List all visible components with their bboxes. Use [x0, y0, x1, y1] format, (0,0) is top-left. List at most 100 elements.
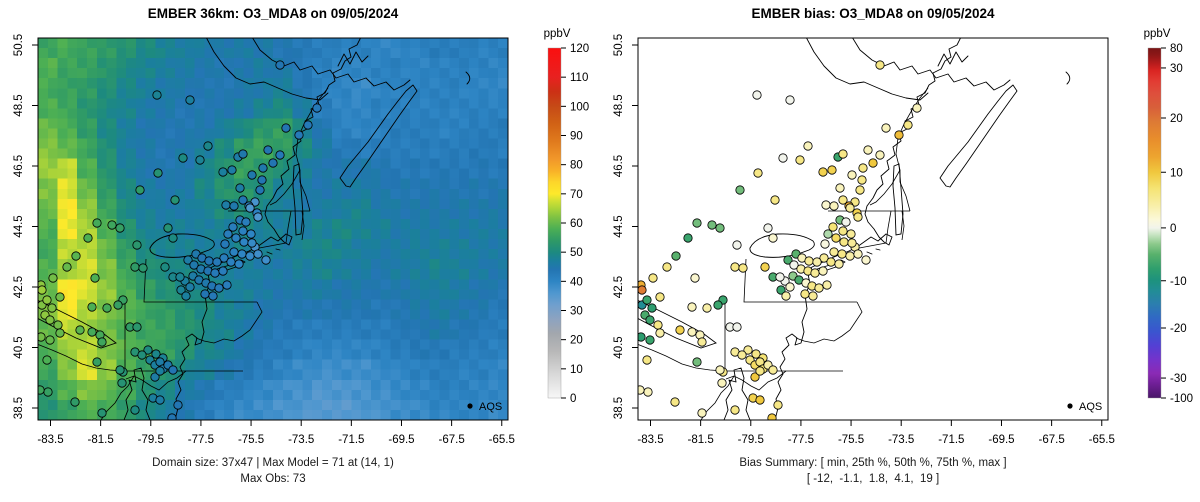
station-marker: [229, 247, 239, 257]
station-marker: [263, 145, 273, 155]
station-marker: [687, 302, 697, 312]
station-marker: [861, 255, 871, 265]
colorbar-tick-label: 40: [570, 276, 583, 288]
station-marker: [185, 282, 195, 292]
station-marker: [90, 273, 100, 283]
bias-colorbar-units-label: ppbV: [1143, 28, 1171, 40]
station-marker: [837, 249, 847, 259]
station-marker: [645, 335, 655, 345]
station-marker: [97, 408, 107, 418]
station-marker: [221, 200, 231, 210]
station-marker: [768, 233, 778, 243]
station-marker: [138, 263, 148, 273]
colorbar-tick-label: 20: [1170, 113, 1183, 125]
station-marker: [822, 280, 832, 290]
y-axis-tick-label: 48.5: [13, 94, 25, 116]
y-axis-tick-label: 44.5: [613, 215, 625, 237]
station-marker: [845, 251, 855, 261]
station-marker: [189, 260, 199, 270]
bias-panel-title: EMBER bias: O3_MDA8 on 09/05/2024: [751, 6, 995, 21]
station-marker: [150, 372, 160, 382]
lake-outline-path: [749, 233, 815, 258]
model-map-panel: AQS -83.5 -81.5 -79.5 -77.5 -75.5 -73.5 -71.5 -6…: [13, 34, 589, 446]
station-marker: [653, 320, 663, 330]
x-axis-tick-label: -71.5: [938, 434, 964, 446]
model-plot-area: AQS: [38, 38, 508, 420]
aqs-legend-label: AQS: [479, 401, 502, 413]
x-axis-tick-label: -77.5: [788, 434, 814, 446]
station-marker: [767, 413, 777, 420]
station-marker: [702, 303, 712, 313]
station-marker: [312, 103, 322, 113]
station-marker: [697, 337, 707, 347]
x-axis-tick-label: -83.5: [637, 434, 663, 446]
coastline-path: [123, 367, 151, 420]
station-marker: [810, 268, 820, 278]
station-marker: [841, 217, 851, 227]
y-axis-tick-label: 50.5: [13, 34, 25, 56]
station-marker: [735, 185, 745, 195]
station-marker: [107, 220, 117, 230]
state-border-path: [301, 210, 305, 241]
x-axis-tick-label: -77.5: [188, 434, 214, 446]
station-marker: [785, 95, 795, 105]
y-axis-tick-label: 38.5: [13, 397, 25, 419]
state-border-path: [285, 210, 292, 244]
station-marker: [875, 60, 885, 70]
colorbar-ticks: 0 10 20 30 40 50 60 70 80 90 100 110 120: [561, 43, 589, 405]
station-marker: [781, 291, 791, 301]
station-marker: [820, 239, 830, 249]
station-marker: [92, 218, 102, 228]
station-marker: [223, 229, 233, 239]
station-marker: [812, 257, 822, 267]
station-marker: [75, 325, 85, 335]
station-marker: [155, 366, 165, 376]
station-marker: [212, 257, 222, 267]
station-marker: [839, 237, 849, 247]
station-marker: [692, 357, 702, 367]
station-marker: [737, 350, 747, 360]
station-marker: [203, 141, 213, 151]
state-border-path: [269, 169, 301, 206]
station-marker: [38, 385, 45, 395]
state-border-path: [125, 370, 187, 391]
station-marker: [835, 183, 845, 193]
station-marker: [268, 158, 278, 168]
coastline-path: [937, 51, 969, 67]
station-marker: [234, 259, 244, 269]
station-marker: [83, 233, 93, 243]
station-marker: [642, 355, 652, 365]
station-marker: [47, 303, 57, 313]
station-marker: [828, 222, 838, 232]
x-axis-tick-label: -65.5: [1089, 434, 1115, 446]
colorbar-tick-label: 60: [570, 218, 583, 230]
station-marker: [760, 262, 770, 272]
station-marker: [670, 397, 680, 407]
station-marker: [253, 249, 263, 259]
coastline-path: [1065, 71, 1071, 85]
station-marker: [245, 203, 255, 213]
station-marker: [247, 238, 257, 248]
station-marker: [853, 249, 863, 259]
station-marker: [857, 175, 867, 185]
bias-map-panel: AQS -83.5 -81.5 -79.5 -77.5 -75.5 -73.5 -71.5 -6…: [613, 34, 1193, 446]
x-axis-tick-label: -79.5: [738, 434, 764, 446]
station-marker: [238, 226, 248, 236]
colorbar-tick-label: -10: [1170, 276, 1187, 288]
colorbar-tick-label: 70: [570, 189, 583, 201]
station-marker: [763, 223, 773, 233]
model-subtitle-maxobs: Max Obs: 73: [240, 473, 306, 485]
station-marker: [294, 130, 304, 140]
x-axis-tick-label: -67.5: [439, 434, 465, 446]
station-marker: [115, 365, 125, 375]
bias-plot-area: AQS: [638, 38, 1102, 420]
x-axis-tick-label: -71.5: [338, 434, 364, 446]
station-marker: [655, 328, 665, 338]
station-marker: [219, 253, 229, 263]
y-axis-tick-label: 48.5: [613, 94, 625, 116]
x-axis-tick-label: -73.5: [888, 434, 914, 446]
station-marker: [155, 395, 165, 405]
station-marker: [231, 233, 241, 243]
station-marker: [778, 153, 788, 163]
station-marker: [45, 335, 55, 345]
